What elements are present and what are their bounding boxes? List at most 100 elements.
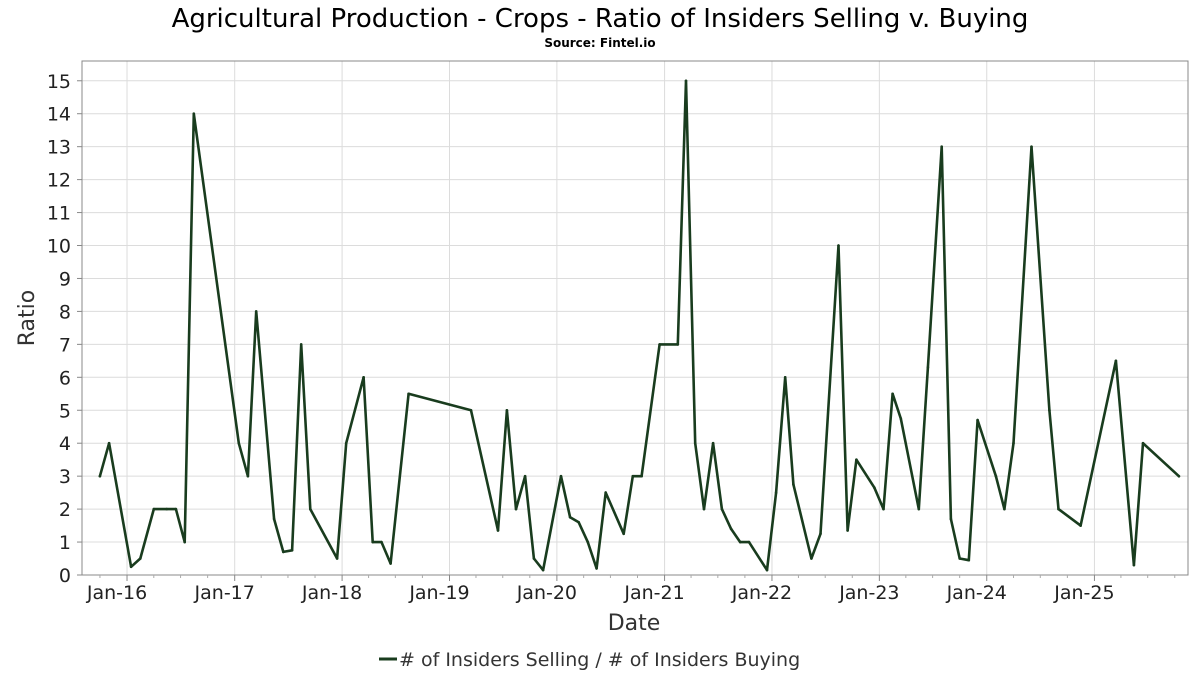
y-tick-label: 4 bbox=[59, 433, 71, 455]
data-point bbox=[254, 310, 258, 313]
data-point bbox=[152, 507, 156, 511]
data-point bbox=[738, 540, 742, 544]
data-point bbox=[747, 540, 751, 544]
data-point bbox=[1132, 563, 1136, 567]
y-tick-label: 9 bbox=[59, 268, 71, 290]
data-point bbox=[604, 491, 607, 494]
data-point bbox=[640, 474, 643, 478]
y-tick-label: 0 bbox=[59, 565, 71, 587]
data-point bbox=[1048, 409, 1051, 412]
data-point bbox=[967, 558, 971, 562]
y-tick-label: 11 bbox=[47, 203, 71, 225]
data-point bbox=[290, 549, 294, 552]
grid bbox=[82, 61, 1188, 576]
data-point bbox=[299, 343, 303, 346]
data-point bbox=[577, 521, 580, 524]
data-point bbox=[1079, 524, 1082, 527]
data-point bbox=[976, 418, 979, 422]
x-tick-label: Jan-22 bbox=[731, 582, 792, 604]
x-axis-label: Date bbox=[608, 611, 661, 636]
data-point bbox=[810, 557, 813, 560]
data-point bbox=[882, 507, 885, 511]
data-point bbox=[505, 409, 509, 412]
data-point bbox=[1012, 441, 1015, 445]
legend-label: # of Insiders Selling / # of Insiders Bu… bbox=[399, 649, 800, 671]
data-point bbox=[282, 550, 285, 554]
x-tick-label: Jan-16 bbox=[86, 582, 147, 604]
data-point bbox=[658, 343, 661, 346]
y-tick-label: 1 bbox=[59, 532, 71, 554]
data-point bbox=[344, 441, 348, 445]
x-tick-label: Jan-17 bbox=[194, 582, 255, 604]
x-tick-label: Jan-20 bbox=[516, 582, 577, 604]
data-point bbox=[958, 557, 961, 560]
data-point bbox=[720, 507, 724, 511]
y-tick-label: 7 bbox=[59, 334, 71, 356]
y-tick-label: 6 bbox=[59, 367, 71, 389]
data-point bbox=[837, 244, 840, 247]
data-point bbox=[729, 527, 733, 531]
data-point bbox=[496, 529, 500, 532]
data-point bbox=[568, 516, 572, 519]
x-tick-label: Jan-25 bbox=[1053, 582, 1114, 604]
data-point bbox=[559, 474, 563, 478]
y-tick-label: 2 bbox=[59, 499, 71, 521]
data-point bbox=[684, 79, 688, 83]
x-tick-label: Jan-18 bbox=[301, 582, 362, 604]
chart-title: Agricultural Production - Crops - Ratio … bbox=[172, 4, 1029, 34]
data-point bbox=[1177, 474, 1181, 478]
data-point bbox=[98, 474, 102, 478]
data-point bbox=[765, 568, 769, 572]
data-point bbox=[994, 474, 998, 478]
data-point bbox=[1057, 507, 1060, 511]
data-point bbox=[389, 562, 392, 565]
y-axis-label: Ratio bbox=[15, 290, 40, 346]
data-point bbox=[792, 483, 795, 486]
plot-area bbox=[81, 60, 1189, 576]
x-tick-label: Jan-24 bbox=[946, 582, 1007, 604]
data-point bbox=[1030, 145, 1033, 148]
data-point bbox=[855, 458, 858, 462]
data-point bbox=[165, 507, 168, 511]
data-point bbox=[846, 529, 849, 532]
data-point bbox=[819, 532, 822, 536]
data-point bbox=[139, 557, 142, 560]
chart-subtitle: Source: Fintel.io bbox=[544, 36, 655, 50]
y-tick-label: 14 bbox=[47, 104, 71, 126]
y-tick-label: 13 bbox=[47, 137, 71, 159]
data-point bbox=[532, 557, 536, 560]
data-point bbox=[676, 343, 680, 346]
data-point bbox=[693, 441, 697, 445]
data-point bbox=[129, 565, 133, 569]
data-point bbox=[335, 557, 339, 560]
data-point bbox=[523, 474, 527, 478]
data-point bbox=[362, 376, 365, 379]
y-tick-label: 15 bbox=[47, 71, 71, 93]
y-tick-label: 5 bbox=[59, 400, 71, 422]
data-point bbox=[192, 112, 196, 115]
data-point bbox=[107, 441, 111, 445]
data-point bbox=[783, 376, 787, 379]
x-tick-label: Jan-23 bbox=[838, 582, 899, 604]
series-line bbox=[98, 79, 1181, 572]
data-point bbox=[1003, 507, 1006, 511]
data-point bbox=[595, 567, 598, 570]
data-point bbox=[774, 491, 778, 494]
data-point bbox=[183, 540, 186, 544]
data-point bbox=[407, 392, 410, 396]
data-point bbox=[272, 517, 276, 521]
x-tick-label: Jan-21 bbox=[623, 582, 684, 604]
data-point bbox=[926, 366, 930, 369]
data-point bbox=[891, 392, 894, 396]
data-point bbox=[469, 409, 473, 412]
data-point bbox=[514, 507, 518, 511]
x-tick-label: Jan-19 bbox=[408, 582, 469, 604]
data-point bbox=[237, 441, 241, 445]
data-point bbox=[940, 145, 943, 148]
data-point bbox=[541, 568, 545, 572]
data-point bbox=[246, 474, 250, 478]
data-point bbox=[622, 532, 625, 536]
